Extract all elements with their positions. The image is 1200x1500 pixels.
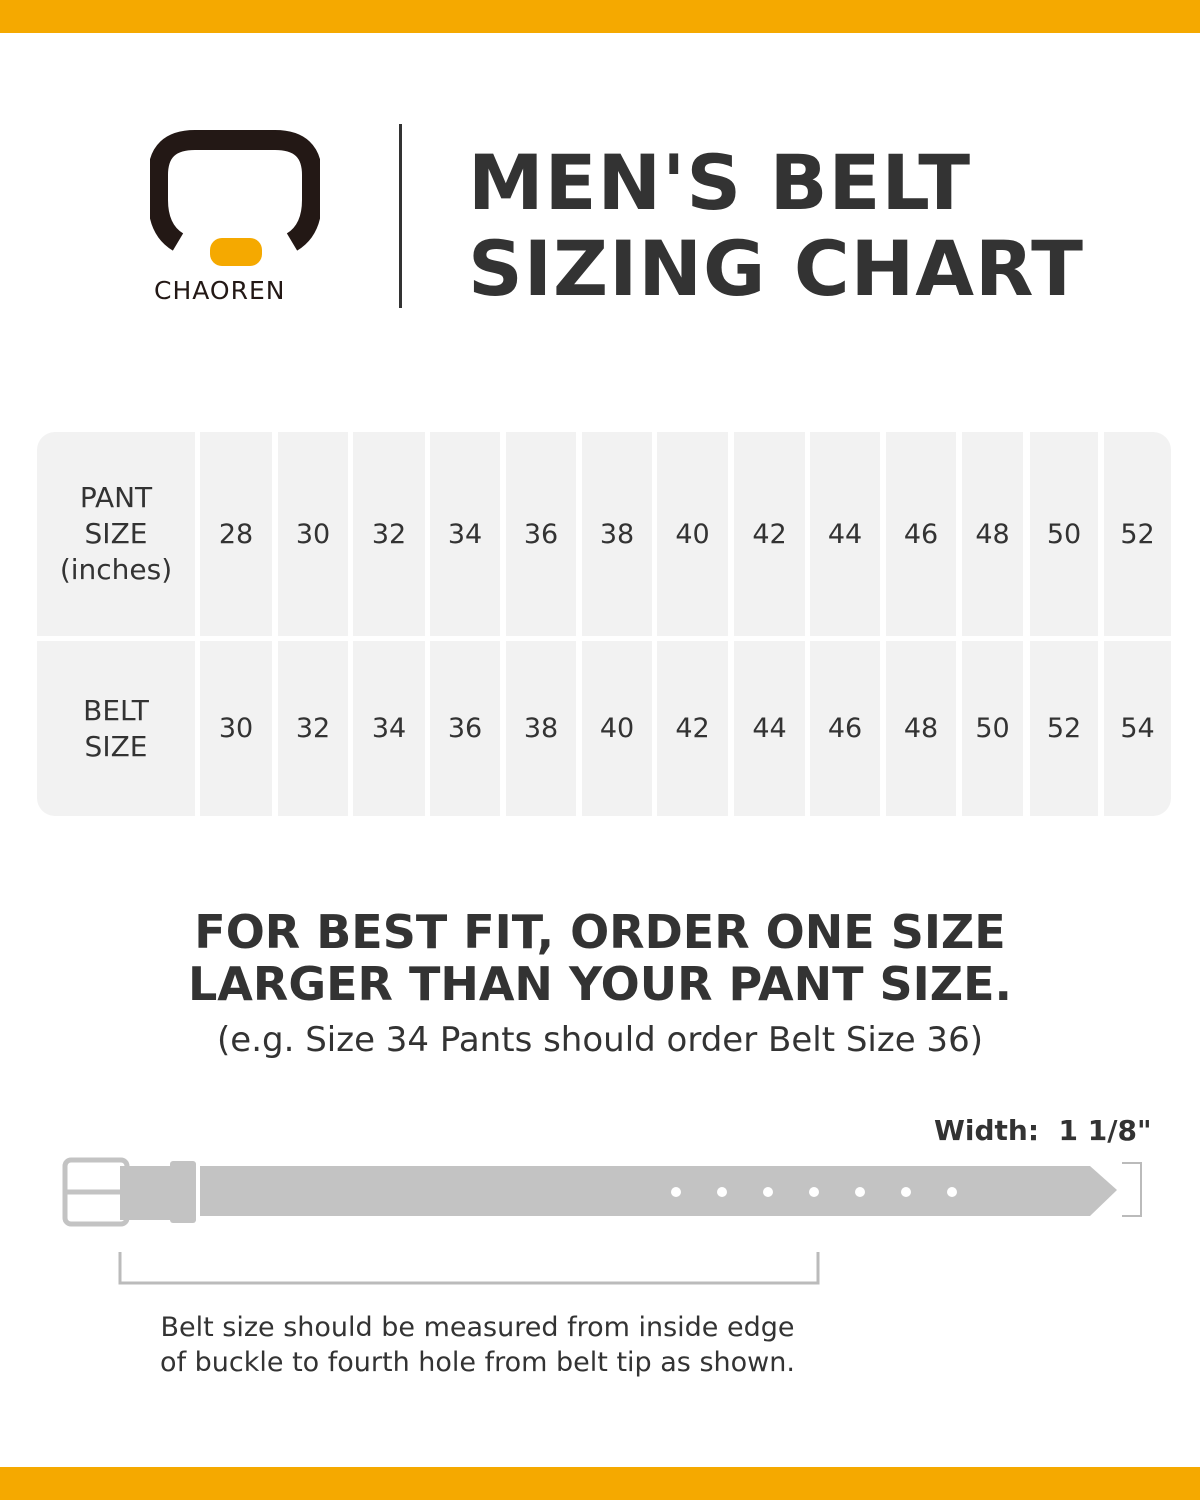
- width-value: 1 1/8": [1058, 1114, 1152, 1147]
- pant-size-cell: 32: [353, 432, 425, 636]
- title-line-2: SIZING CHART: [468, 224, 1084, 313]
- brand-name: CHAOREN: [154, 276, 286, 305]
- belt-size-cell: 48: [886, 641, 956, 816]
- belt-size-cell: 40: [582, 641, 652, 816]
- header-line: SIZE: [84, 517, 148, 550]
- pant-size-cell: 38: [582, 432, 652, 636]
- pant-size-cell: 40: [657, 432, 728, 636]
- measure-note-line-2: of buckle to fourth hole from belt tip a…: [160, 1347, 795, 1378]
- pant-size-cell: 44: [810, 432, 880, 636]
- pant-size-cell: 48: [962, 432, 1023, 636]
- brand-logo: CHAOREN: [148, 130, 322, 305]
- page-title: MEN'S BELT SIZING CHART: [468, 140, 1084, 312]
- belt-diagram-icon: [62, 1157, 1142, 1285]
- header-line: PANT: [79, 481, 153, 514]
- buckle-logo-icon: [148, 130, 322, 266]
- tip-line-2: LARGER THAN YOUR PANT SIZE.: [188, 957, 1012, 1011]
- pant-size-cell: 42: [734, 432, 805, 636]
- belt-size-header: BELT SIZE: [37, 641, 195, 816]
- belt-size-cell: 52: [1030, 641, 1098, 816]
- tip-line-1: FOR BEST FIT, ORDER ONE SIZE: [194, 905, 1006, 959]
- pant-size-cell: 46: [886, 432, 956, 636]
- header-line: BELT: [83, 693, 149, 727]
- size-table: PANT SIZE (inches) 28 30 32 34 36 38 40 42 44 46 48 50…: [37, 432, 1171, 816]
- measure-note-line-1: Belt size should be measured from inside…: [160, 1312, 795, 1343]
- pant-size-cell: 36: [506, 432, 576, 636]
- fit-tip: FOR BEST FIT, ORDER ONE SIZE LARGER THAN…: [0, 906, 1200, 1010]
- belt-size-cell: 38: [506, 641, 576, 816]
- belt-size-cell: 50: [962, 641, 1023, 816]
- header-line: SIZE: [84, 729, 148, 763]
- belt-size-cell: 54: [1104, 641, 1171, 816]
- belt-size-cell: 34: [353, 641, 425, 816]
- header-divider: [399, 124, 402, 308]
- belt-size-cell: 46: [810, 641, 880, 816]
- pant-size-cell: 50: [1030, 432, 1098, 636]
- pant-size-cell: 34: [430, 432, 500, 636]
- belt-size-cell: 32: [278, 641, 348, 816]
- width-label: Width:: [934, 1114, 1040, 1147]
- measure-note: Belt size should be measured from inside…: [100, 1310, 855, 1380]
- belt-size-cell: 42: [657, 641, 728, 816]
- header-line: (inches): [59, 553, 173, 586]
- top-accent-bar: [0, 0, 1200, 33]
- belt-width-label: Width: 1 1/8": [934, 1114, 1152, 1147]
- belt-size-cell: 44: [734, 641, 805, 816]
- pant-size-header: PANT SIZE (inches): [37, 432, 195, 636]
- belt-size-cell: 30: [200, 641, 272, 816]
- bottom-accent-bar: [0, 1467, 1200, 1500]
- title-line-1: MEN'S BELT: [468, 138, 972, 227]
- belt-size-cell: 36: [430, 641, 500, 816]
- tip-example: (e.g. Size 34 Pants should order Belt Si…: [217, 1020, 983, 1060]
- pant-size-cell: 52: [1104, 432, 1171, 636]
- pant-size-cell: 28: [200, 432, 272, 636]
- pant-size-cell: 30: [278, 432, 348, 636]
